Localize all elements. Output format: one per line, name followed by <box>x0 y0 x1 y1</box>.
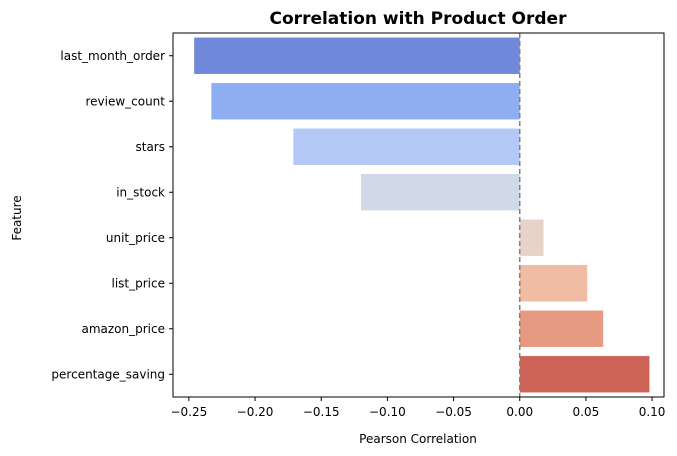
bar-review-count <box>211 83 520 120</box>
chart-title: Correlation with Product Order <box>270 9 568 29</box>
x-tick-label: 0.05 <box>573 405 600 419</box>
x-tick-label: −0.25 <box>170 405 207 419</box>
x-axis-label: Pearson Correlation <box>359 432 477 446</box>
bar-unit-price <box>519 219 544 256</box>
y-tick-label: percentage_saving <box>51 367 165 381</box>
x-axis: −0.25 −0.20 −0.15 −0.10 −0.05 0.00 0.05 0.10 <box>170 397 665 419</box>
plot-frame <box>172 32 665 398</box>
y-tick-label: amazon_price <box>81 322 165 336</box>
x-tick-label: −0.05 <box>435 405 472 419</box>
x-tick-label: −0.15 <box>303 405 340 419</box>
y-tick-label: list_price <box>112 276 166 290</box>
bars-group <box>194 37 650 393</box>
bar-amazon-price <box>519 310 604 347</box>
bar-stars <box>293 128 520 165</box>
y-axis-label: Feature <box>10 195 24 240</box>
bar-last-month-order <box>194 37 520 74</box>
bar-percentage-saving <box>519 356 650 393</box>
x-tick-label: −0.20 <box>237 405 274 419</box>
y-tick-label: stars <box>136 140 166 154</box>
y-tick-label: last_month_order <box>60 49 165 63</box>
x-tick-label: −0.10 <box>369 405 406 419</box>
y-tick-label: in_stock <box>116 185 165 199</box>
x-tick-label: 0.00 <box>506 405 533 419</box>
x-tick-label: 0.10 <box>639 405 666 419</box>
bar-list-price <box>519 265 588 302</box>
y-tick-label: unit_price <box>106 231 165 245</box>
y-tick-label: review_count <box>85 94 165 108</box>
bar-in-stock <box>360 174 520 211</box>
